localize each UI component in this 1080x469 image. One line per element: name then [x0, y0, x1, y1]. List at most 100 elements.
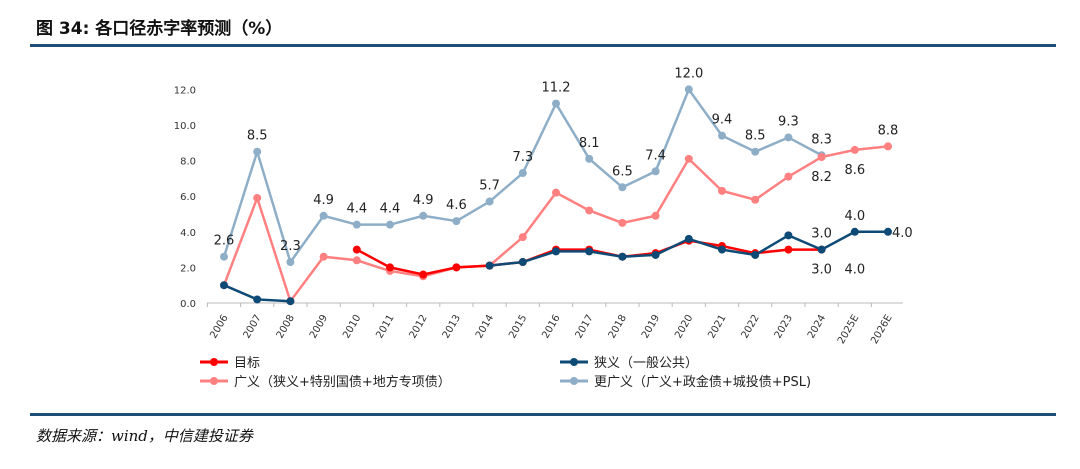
data-label: 7.4: [645, 148, 666, 163]
data-label: 8.2: [811, 170, 832, 185]
data-label: 8.5: [745, 129, 766, 144]
series-point-2: [386, 263, 394, 272]
series-point-0: [585, 154, 594, 163]
legend-swatch-marker: [570, 358, 578, 366]
series-point-3: [850, 227, 859, 236]
series-point-1: [352, 256, 361, 265]
data-label: 8.6: [844, 163, 865, 178]
legend-swatch-marker: [570, 377, 578, 385]
series-point-0: [286, 258, 295, 267]
series-point-0: [684, 85, 693, 94]
series-point-0: [651, 167, 660, 176]
series-point-0: [518, 169, 527, 178]
data-label: 8.3: [811, 132, 832, 147]
data-label: 4.0: [892, 226, 913, 241]
x-tick-label: 2024: [806, 313, 828, 341]
data-label: 12.0: [674, 66, 703, 81]
series-point-3: [651, 250, 660, 259]
series-point-0: [419, 211, 428, 220]
series-point-1: [253, 193, 262, 202]
legend-label: 目标: [234, 356, 260, 371]
series-point-1: [585, 206, 594, 215]
data-label: 2.3: [280, 239, 301, 254]
series-point-0: [220, 252, 228, 261]
data-label: 9.4: [712, 113, 733, 128]
data-label: 4.0: [844, 263, 865, 278]
y-tick-label: 10.0: [174, 121, 196, 132]
x-tick-label: 2013: [441, 313, 463, 341]
series-point-1: [850, 145, 859, 154]
series-point-2: [452, 263, 461, 272]
x-tick-label: 2025E: [836, 313, 861, 346]
series-line-1: [222, 145, 889, 304]
y-tick-label: 4.0: [180, 228, 196, 239]
data-label: 11.2: [542, 81, 571, 96]
data-label: 8.5: [247, 129, 268, 144]
series-point-3: [618, 252, 627, 261]
data-label: 3.0: [811, 263, 832, 278]
series-point-1: [718, 186, 726, 195]
series-point-1: [751, 195, 760, 204]
x-tick-label: 2023: [773, 313, 795, 341]
series-point-3: [585, 247, 594, 256]
series-point-1: [552, 188, 560, 197]
series-point-0: [751, 147, 760, 156]
x-tick-label: 2017: [574, 313, 596, 341]
legend-label: 广义（狭义+特别国债+地方专项债）: [234, 374, 451, 390]
series-point-1: [884, 142, 892, 151]
data-label: 7.3: [512, 150, 533, 165]
series-point-0: [718, 131, 726, 140]
x-tick-label: 2018: [607, 313, 629, 341]
y-tick-label: 8.0: [180, 157, 196, 168]
figure-title: 图 34: 各口径赤字率预测（%）: [36, 19, 283, 39]
data-label: 6.5: [612, 164, 633, 179]
legend-label: 更广义（广义+政金债+城投债+PSL): [594, 374, 811, 390]
series-point-0: [485, 197, 494, 206]
x-tick-label: 2016: [540, 313, 562, 341]
series-point-2: [784, 245, 793, 254]
x-tick-label: 2020: [673, 313, 695, 341]
series-point-1: [784, 172, 793, 181]
y-tick-label: 12.0: [174, 85, 196, 96]
series-line-3: [223, 230, 888, 303]
series-point-0: [386, 220, 394, 229]
data-label: 9.3: [778, 114, 799, 129]
x-tick-label: 2009: [308, 313, 330, 341]
y-tick-label: 2.0: [180, 263, 196, 274]
x-tick-label: 2007: [242, 313, 264, 341]
data-label: 4.4: [380, 202, 401, 217]
series-point-1: [319, 252, 328, 261]
series-point-0: [452, 217, 461, 226]
bottom-rule: [30, 413, 1056, 416]
series-point-3: [286, 297, 295, 306]
series-point-0: [253, 147, 262, 156]
series-point-0: [618, 183, 627, 192]
source-note: 数据来源：wind，中信建投证券: [36, 427, 253, 445]
x-tick-label: 2021: [706, 313, 728, 341]
series-point-3: [518, 258, 527, 267]
legend-swatch-marker: [210, 358, 218, 366]
series-point-3: [485, 261, 494, 270]
x-tick-label: 2015: [507, 313, 529, 341]
series-point-1: [651, 211, 660, 220]
series-point-1: [518, 233, 527, 242]
y-tick-label: 0.0: [180, 299, 196, 310]
data-label: 3.0: [811, 227, 832, 242]
x-tick-label: 2019: [640, 313, 662, 341]
legend-swatch-marker: [210, 377, 218, 385]
series-point-3: [884, 227, 892, 236]
data-label: 8.1: [579, 136, 600, 151]
series-point-3: [784, 231, 793, 240]
legend-label: 狭义（一般公共）: [594, 355, 698, 371]
series-point-1: [817, 153, 826, 162]
series-point-0: [352, 220, 361, 229]
series-point-1: [618, 218, 627, 227]
series-point-0: [552, 99, 560, 108]
x-tick-label: 2011: [374, 313, 396, 341]
series-point-0: [319, 211, 328, 220]
data-label: 4.6: [446, 198, 467, 213]
x-tick-label: 2026E: [869, 313, 894, 346]
series-point-3: [220, 281, 228, 290]
x-tick-label: 2012: [408, 313, 430, 341]
